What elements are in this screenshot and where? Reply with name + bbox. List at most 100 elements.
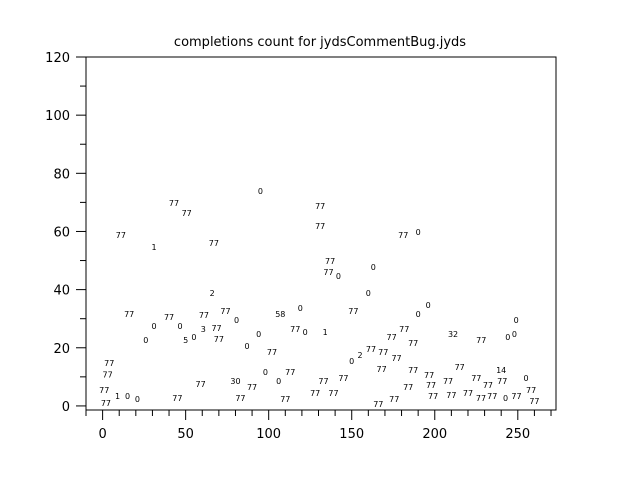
data-point-label: 32: [448, 330, 458, 339]
data-point-label: 77: [476, 336, 486, 345]
data-point-label: 77: [338, 374, 348, 383]
data-point-label: 77: [211, 324, 221, 333]
data-point-label: 0: [366, 289, 371, 298]
data-point-label: 0: [234, 316, 239, 325]
x-tick-label: 100: [256, 427, 281, 442]
data-point-label: 0: [191, 333, 196, 342]
data-point-label: 77: [511, 392, 521, 401]
data-point-label: 0: [258, 187, 263, 196]
data-point-label: 77: [497, 377, 507, 386]
y-tick-label: 80: [53, 167, 70, 182]
data-point-label: 77: [487, 392, 497, 401]
data-point-label: 77: [428, 392, 438, 401]
data-point-label: 58: [275, 310, 285, 319]
data-point-label: 77: [348, 307, 358, 316]
data-point-label: 77: [373, 400, 383, 409]
data-point-label: 77: [377, 365, 387, 374]
x-tick-label: 0: [98, 427, 106, 442]
data-point-label: 0: [336, 272, 341, 281]
data-point-label: 77: [446, 391, 456, 400]
data-point-label: 77: [378, 348, 388, 357]
data-point-label: 77: [476, 394, 486, 403]
data-point-label: 77: [408, 339, 418, 348]
x-tick-label: 150: [339, 427, 364, 442]
data-point-label: 77: [209, 239, 219, 248]
data-point-label: 0: [514, 316, 519, 325]
data-point-label: 0: [298, 304, 303, 313]
data-point-label: 0: [371, 263, 376, 272]
data-point-label: 0: [177, 322, 182, 331]
data-point-label: 1: [323, 328, 328, 337]
y-tick-label: 100: [45, 109, 70, 124]
data-point-label: 77: [101, 399, 111, 408]
chart-title: completions count for jydsCommentBug.jyd…: [174, 35, 466, 50]
data-point-label: 0: [416, 228, 421, 237]
data-point-label: 77: [172, 394, 182, 403]
data-point-label: 77: [99, 386, 109, 395]
data-point-label: 0: [152, 322, 157, 331]
data-point-label: 77: [325, 257, 335, 266]
data-point-label: 77: [471, 374, 481, 383]
data-point-label: 30: [230, 377, 240, 386]
data-point-label: 0: [245, 342, 250, 351]
data-point-label: 77: [318, 377, 328, 386]
data-point-label: 77: [267, 348, 277, 357]
data-point-label: 77: [102, 371, 112, 380]
data-point-label: 77: [169, 199, 179, 208]
data-point-label: 0: [426, 301, 431, 310]
data-point-label: 77: [315, 202, 325, 211]
data-point-label: 77: [290, 325, 300, 334]
x-tick-label: 250: [505, 427, 530, 442]
data-point-label: 77: [220, 307, 230, 316]
data-point-label: 77: [408, 366, 418, 375]
data-point-label: 77: [426, 381, 436, 390]
data-point-label: 77: [483, 381, 493, 390]
data-point-label: 0: [143, 336, 148, 345]
data-point-label: 77: [310, 389, 320, 398]
data-point-label: 0: [416, 310, 421, 319]
data-point-label: 77: [389, 395, 399, 404]
data-point-label: 77: [323, 268, 333, 277]
y-tick-label: 60: [53, 225, 70, 240]
x-tick-label: 200: [422, 427, 447, 442]
data-point-label: 77: [398, 231, 408, 240]
data-point-label: 0: [349, 357, 354, 366]
data-point-label: 77: [403, 383, 413, 392]
data-point-label: 77: [104, 359, 114, 368]
x-tick-label: 50: [177, 427, 194, 442]
data-point-label: 77: [443, 377, 453, 386]
data-point-label: 77: [386, 333, 396, 342]
data-point-label: 77: [235, 394, 245, 403]
data-point-label: 77: [116, 231, 126, 240]
data-point-label: 77: [529, 397, 539, 406]
data-point-label: 77: [315, 222, 325, 231]
data-point-label: 77: [424, 371, 434, 380]
data-point-label: 14: [496, 366, 506, 375]
data-point-label: 5: [183, 336, 188, 345]
data-point-label: 77: [285, 368, 295, 377]
y-tick-label: 20: [53, 342, 70, 357]
data-point-label: 2: [357, 351, 362, 360]
data-point-label: 1: [115, 392, 120, 401]
data-point-label: 3: [201, 325, 206, 334]
data-point-label: 77: [526, 386, 536, 395]
data-point-label: 77: [463, 389, 473, 398]
data-point-label: 77: [247, 383, 257, 392]
data-point-label: 77: [391, 354, 401, 363]
data-point-label: 0: [135, 395, 140, 404]
data-point-label: 0: [524, 374, 529, 383]
data-point-label: 77: [328, 389, 338, 398]
data-point-label: 77: [199, 311, 209, 320]
data-point-label: 0: [503, 394, 508, 403]
data-point-label: 77: [399, 325, 409, 334]
data-point-label: 77: [164, 313, 174, 322]
data-point-label: 77: [195, 380, 205, 389]
data-point-label: 77: [366, 345, 376, 354]
data-point-label: 0: [512, 330, 517, 339]
data-point-label: 0: [303, 328, 308, 337]
data-point-label: 1: [152, 243, 157, 252]
data-point-label: 2: [210, 289, 215, 298]
